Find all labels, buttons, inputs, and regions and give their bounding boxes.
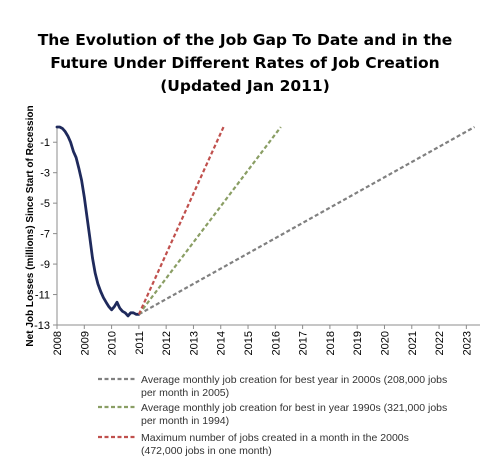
y-tick-label: -5 — [40, 198, 50, 210]
x-tick-label: 2022 — [434, 331, 446, 355]
x-tick-label: 2013 — [188, 331, 200, 355]
chart-title: The Evolution of the Job Gap To Date and… — [38, 31, 453, 95]
y-tick-label: -7 — [40, 229, 50, 241]
legend-label: per month in 1994) — [141, 415, 229, 427]
x-tick-label: 2019 — [352, 331, 364, 355]
legend-label: (472,000 jobs in one month) — [141, 445, 272, 457]
y-tick-label: -1 — [40, 137, 50, 149]
legend-label: Maximum number of jobs created in a mont… — [141, 432, 409, 444]
x-tick-label: 2008 — [52, 331, 64, 355]
y-tick-label: -3 — [40, 168, 50, 180]
x-tick-label: 2010 — [107, 331, 119, 355]
chart-title-line-1: The Evolution of the Job Gap To Date and… — [38, 31, 453, 49]
legend-label: Average monthly job creation for best ye… — [141, 374, 447, 386]
chart-title-line-3: (Updated Jan 2011) — [160, 77, 330, 95]
x-tick-label: 2009 — [79, 331, 91, 355]
projection-line-1 — [138, 126, 476, 316]
projection-line-2 — [138, 126, 282, 315]
x-tick-label: 2017 — [298, 331, 310, 355]
y-tick-label: -9 — [40, 259, 50, 271]
actual-job-losses-line — [55, 125, 141, 318]
x-tick-label: 2014 — [216, 331, 228, 355]
projection-line-3 — [137, 126, 225, 315]
legend-label: per month in 2005) — [141, 387, 229, 399]
chart-title-line-2: Future Under Different Rates of Job Crea… — [50, 54, 439, 72]
legend-label: Average monthly job creation for best in… — [141, 402, 447, 414]
x-tick-label: 2021 — [407, 331, 419, 355]
y-tick-label: -13 — [34, 320, 50, 332]
y-tick-label: -11 — [35, 290, 50, 302]
x-tick-label: 2012 — [161, 331, 173, 355]
legend: Average monthly job creation for best ye… — [98, 374, 447, 457]
x-tick-label: 2011 — [134, 331, 146, 355]
y-axis-label: Net Job Losses (millions) Since Start of… — [25, 105, 36, 346]
x-tick-label: 2023 — [461, 331, 473, 355]
x-tick-label: 2015 — [243, 331, 255, 355]
x-tick-label: 2020 — [379, 331, 391, 355]
x-tick-label: 2018 — [325, 331, 337, 355]
x-tick-label: 2016 — [270, 331, 282, 355]
